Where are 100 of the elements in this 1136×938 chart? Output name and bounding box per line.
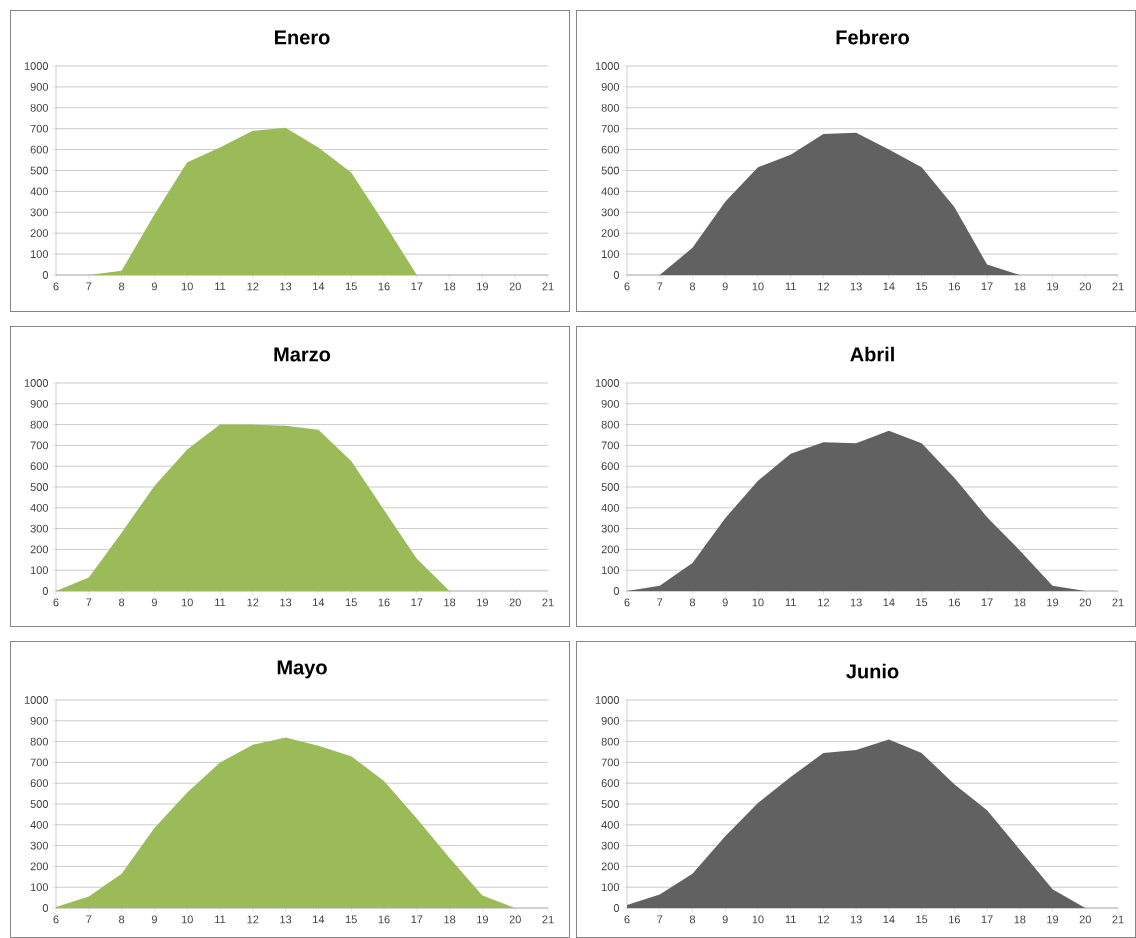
x-tick-label: 20 — [1079, 598, 1091, 607]
y-tick-label: 900 — [601, 399, 620, 408]
y-tick-label: 800 — [601, 737, 620, 746]
x-tick-label: 12 — [818, 915, 829, 924]
y-tick-label: 200 — [30, 862, 49, 871]
x-tick-label: 15 — [345, 282, 357, 291]
x-tick-label: 19 — [477, 282, 488, 291]
x-tick-label: 20 — [1079, 282, 1091, 291]
x-tick-label: 14 — [883, 282, 895, 291]
y-tick-label: 800 — [30, 420, 49, 429]
x-tick-label: 16 — [378, 282, 390, 291]
y-tick-label: 200 — [30, 229, 49, 238]
x-tick-label: 13 — [850, 282, 862, 291]
x-tick-label: 17 — [411, 598, 423, 607]
y-tick-label: 0 — [613, 904, 620, 912]
x-tick-label: 14 — [883, 598, 895, 607]
x-tick-label: 9 — [722, 598, 728, 607]
x-tick-label: 16 — [949, 598, 960, 607]
x-tick-label: 21 — [1112, 915, 1124, 924]
y-tick-label: 600 — [601, 145, 620, 154]
x-tick-label: 18 — [1014, 282, 1026, 291]
y-tick-label: 700 — [601, 758, 620, 767]
chart-title: Abril — [850, 346, 894, 362]
x-tick-label: 10 — [181, 915, 193, 924]
x-tick-label: 7 — [657, 598, 663, 607]
x-tick-label: 7 — [86, 282, 92, 291]
y-tick-label: 1000 — [595, 62, 620, 70]
y-tick-label: 900 — [30, 716, 49, 725]
y-tick-label: 400 — [601, 820, 620, 829]
x-tick-label: 18 — [1014, 915, 1026, 924]
x-tick-label: 17 — [981, 598, 993, 607]
y-tick-label: 600 — [30, 779, 49, 788]
x-tick-label: 15 — [916, 598, 928, 607]
x-tick-label: 14 — [313, 598, 325, 607]
x-tick-label: 6 — [53, 598, 59, 607]
y-tick-label: 700 — [601, 124, 620, 133]
x-tick-label: 16 — [378, 915, 390, 924]
x-tick-label: 6 — [624, 282, 630, 291]
y-tick-label: 0 — [42, 904, 49, 912]
x-tick-label: 8 — [689, 915, 696, 924]
y-tick-label: 600 — [30, 462, 49, 471]
y-tick-label: 500 — [30, 166, 49, 175]
y-tick-label: 800 — [601, 420, 620, 429]
y-tick-label: 1000 — [24, 62, 49, 70]
y-tick-label: 300 — [601, 841, 620, 850]
y-tick-label: 500 — [601, 166, 620, 175]
x-tick-label: 7 — [86, 598, 92, 607]
y-tick-label: 400 — [601, 187, 620, 196]
y-tick-label: 200 — [601, 229, 620, 238]
x-tick-label: 8 — [119, 282, 125, 291]
x-tick-label: 12 — [247, 915, 259, 924]
y-tick-label: 500 — [601, 800, 620, 808]
x-tick-label: 19 — [477, 598, 488, 607]
x-tick-label: 11 — [215, 915, 226, 924]
y-tick-label: 800 — [601, 103, 620, 112]
y-tick-label: 900 — [30, 399, 49, 408]
x-tick-label: 6 — [624, 915, 630, 924]
x-tick-label: 12 — [247, 282, 259, 291]
y-tick-label: 300 — [30, 524, 49, 533]
x-tick-label: 9 — [151, 282, 157, 291]
y-tick-label: 600 — [601, 779, 620, 788]
y-tick-label: 0 — [42, 271, 49, 279]
x-tick-label: 20 — [509, 598, 521, 607]
x-tick-label: 13 — [280, 598, 292, 607]
y-tick-label: 1000 — [595, 379, 620, 387]
chart-title: Mayo — [277, 660, 327, 679]
x-tick-label: 10 — [752, 282, 764, 291]
x-tick-label: 7 — [86, 915, 92, 924]
x-tick-label: 6 — [53, 915, 59, 924]
x-tick-label: 12 — [818, 598, 829, 607]
x-tick-label: 18 — [444, 282, 456, 291]
y-tick-label: 0 — [42, 587, 49, 595]
x-tick-label: 13 — [280, 282, 292, 291]
y-tick-label: 0 — [613, 587, 620, 595]
x-tick-label: 19 — [477, 915, 488, 924]
x-tick-label: 15 — [916, 915, 928, 924]
y-tick-label: 500 — [601, 483, 620, 491]
x-tick-label: 14 — [313, 915, 325, 924]
x-tick-label: 16 — [378, 598, 390, 607]
x-tick-label: 18 — [444, 598, 456, 607]
x-tick-label: 8 — [689, 282, 696, 291]
y-tick-label: 300 — [30, 841, 49, 850]
y-tick-label: 700 — [30, 758, 49, 767]
y-tick-label: 100 — [601, 883, 620, 892]
x-tick-label: 11 — [215, 598, 226, 607]
x-tick-label: 19 — [1047, 915, 1059, 924]
x-tick-label: 21 — [542, 915, 554, 924]
y-tick-label: 100 — [30, 250, 49, 258]
y-tick-label: 700 — [30, 441, 49, 450]
x-tick-label: 11 — [785, 915, 796, 924]
x-tick-label: 8 — [689, 598, 696, 607]
x-tick-label: 20 — [1079, 915, 1091, 924]
x-tick-label: 19 — [1047, 598, 1059, 607]
x-tick-label: 9 — [151, 598, 157, 607]
y-tick-label: 200 — [601, 545, 620, 554]
x-tick-label: 14 — [313, 282, 325, 291]
y-tick-label: 300 — [30, 208, 49, 217]
x-tick-label: 10 — [181, 282, 193, 291]
x-tick-label: 15 — [345, 598, 357, 607]
x-tick-label: 9 — [151, 915, 157, 924]
